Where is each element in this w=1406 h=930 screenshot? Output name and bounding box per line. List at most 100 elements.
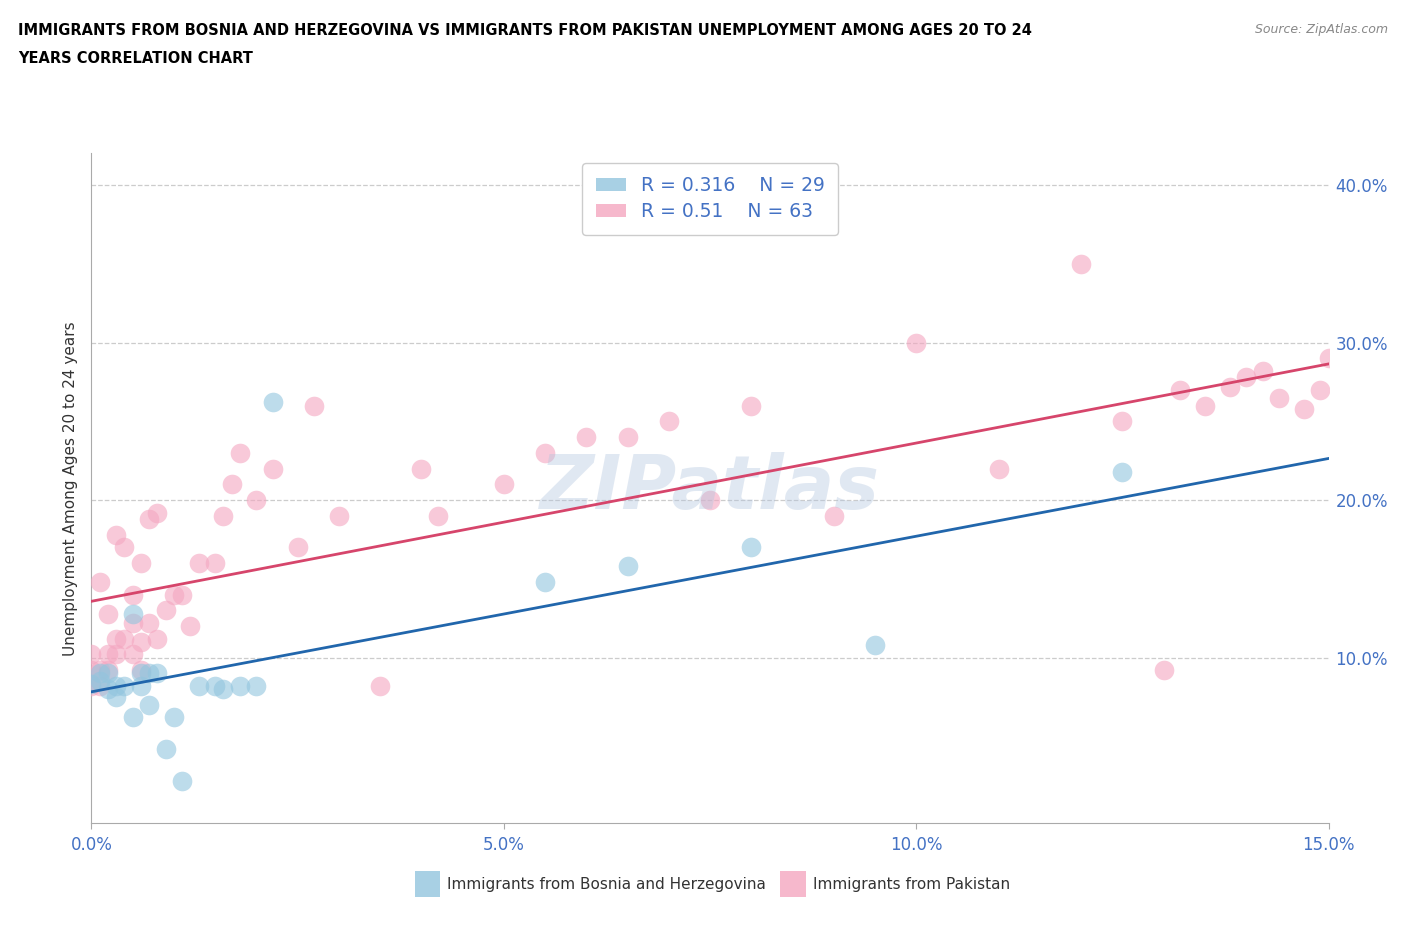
Point	[80, 677, 103, 692]
Point	[616, 559, 638, 574]
Point	[121, 647, 143, 662]
Text: Immigrants from Bosnia and Herzegovina: Immigrants from Bosnia and Herzegovina	[447, 877, 766, 892]
Point	[1153, 663, 1175, 678]
Point	[89, 575, 111, 590]
Point	[129, 555, 152, 570]
Point	[112, 679, 135, 694]
Point	[1292, 401, 1315, 416]
Point	[129, 666, 152, 681]
Point	[105, 631, 128, 646]
Legend: R = 0.316    N = 29, R = 0.51    N = 63: R = 0.316 N = 29, R = 0.51 N = 63	[582, 163, 838, 234]
Point	[89, 663, 111, 678]
Point	[105, 527, 128, 542]
Point	[172, 587, 194, 602]
Point	[740, 540, 762, 555]
Point	[179, 618, 201, 633]
Point	[245, 493, 267, 508]
Point	[138, 698, 160, 712]
Point	[112, 631, 135, 646]
Point	[1168, 382, 1191, 397]
Point	[89, 666, 111, 681]
Point	[492, 477, 515, 492]
Point	[187, 679, 209, 694]
Point	[129, 634, 152, 649]
Point	[121, 616, 143, 631]
Point	[1111, 464, 1133, 479]
Point	[204, 555, 226, 570]
Point	[905, 335, 928, 350]
Point	[221, 477, 243, 492]
Point	[89, 679, 111, 694]
Point	[658, 414, 681, 429]
Point	[302, 398, 325, 413]
Point	[1111, 414, 1133, 429]
Point	[411, 461, 433, 476]
Point	[328, 509, 350, 524]
Point	[105, 647, 128, 662]
Point	[97, 647, 120, 662]
Point	[121, 606, 143, 621]
Point	[80, 647, 103, 662]
Point	[138, 512, 160, 526]
Point	[245, 679, 267, 694]
Y-axis label: Unemployment Among Ages 20 to 24 years: Unemployment Among Ages 20 to 24 years	[62, 321, 77, 656]
Point	[146, 631, 169, 646]
Point	[89, 674, 111, 689]
Point	[97, 606, 120, 621]
Text: Source: ZipAtlas.com: Source: ZipAtlas.com	[1254, 23, 1388, 36]
Point	[129, 679, 152, 694]
Point	[616, 430, 638, 445]
Point	[155, 741, 177, 756]
Point	[163, 587, 186, 602]
Text: Immigrants from Pakistan: Immigrants from Pakistan	[813, 877, 1010, 892]
Text: IMMIGRANTS FROM BOSNIA AND HERZEGOVINA VS IMMIGRANTS FROM PAKISTAN UNEMPLOYMENT : IMMIGRANTS FROM BOSNIA AND HERZEGOVINA V…	[18, 23, 1032, 38]
Point	[80, 663, 103, 678]
Point	[426, 509, 449, 524]
Point	[97, 682, 120, 697]
Point	[1194, 398, 1216, 413]
Point	[740, 398, 762, 413]
Point	[204, 679, 226, 694]
Point	[368, 679, 391, 694]
Point	[534, 445, 557, 460]
Point	[534, 575, 557, 590]
Point	[187, 555, 209, 570]
Point	[121, 710, 143, 724]
Point	[80, 679, 103, 694]
Point	[1070, 257, 1092, 272]
Point	[129, 663, 152, 678]
Point	[138, 666, 160, 681]
Point	[163, 710, 186, 724]
Point	[138, 616, 160, 631]
Point	[1309, 382, 1331, 397]
Point	[1268, 391, 1291, 405]
Point	[1317, 351, 1340, 365]
Point	[112, 540, 135, 555]
Point	[105, 689, 128, 704]
Point	[575, 430, 598, 445]
Point	[212, 682, 235, 697]
Text: YEARS CORRELATION CHART: YEARS CORRELATION CHART	[18, 51, 253, 66]
Point	[1219, 379, 1241, 394]
Point	[146, 666, 169, 681]
Point	[172, 773, 194, 788]
Point	[262, 461, 284, 476]
Point	[987, 461, 1010, 476]
Point	[121, 587, 143, 602]
Point	[97, 666, 120, 681]
Point	[212, 509, 235, 524]
Point	[863, 638, 886, 653]
Point	[229, 445, 252, 460]
Point	[1251, 364, 1274, 379]
Point	[97, 663, 120, 678]
Point	[146, 505, 169, 520]
Point	[262, 395, 284, 410]
Point	[155, 603, 177, 618]
Point	[823, 509, 845, 524]
Point	[105, 679, 128, 694]
Point	[287, 540, 309, 555]
Point	[1234, 370, 1257, 385]
Point	[229, 679, 252, 694]
Text: ZIPatlas: ZIPatlas	[540, 452, 880, 525]
Point	[699, 493, 721, 508]
